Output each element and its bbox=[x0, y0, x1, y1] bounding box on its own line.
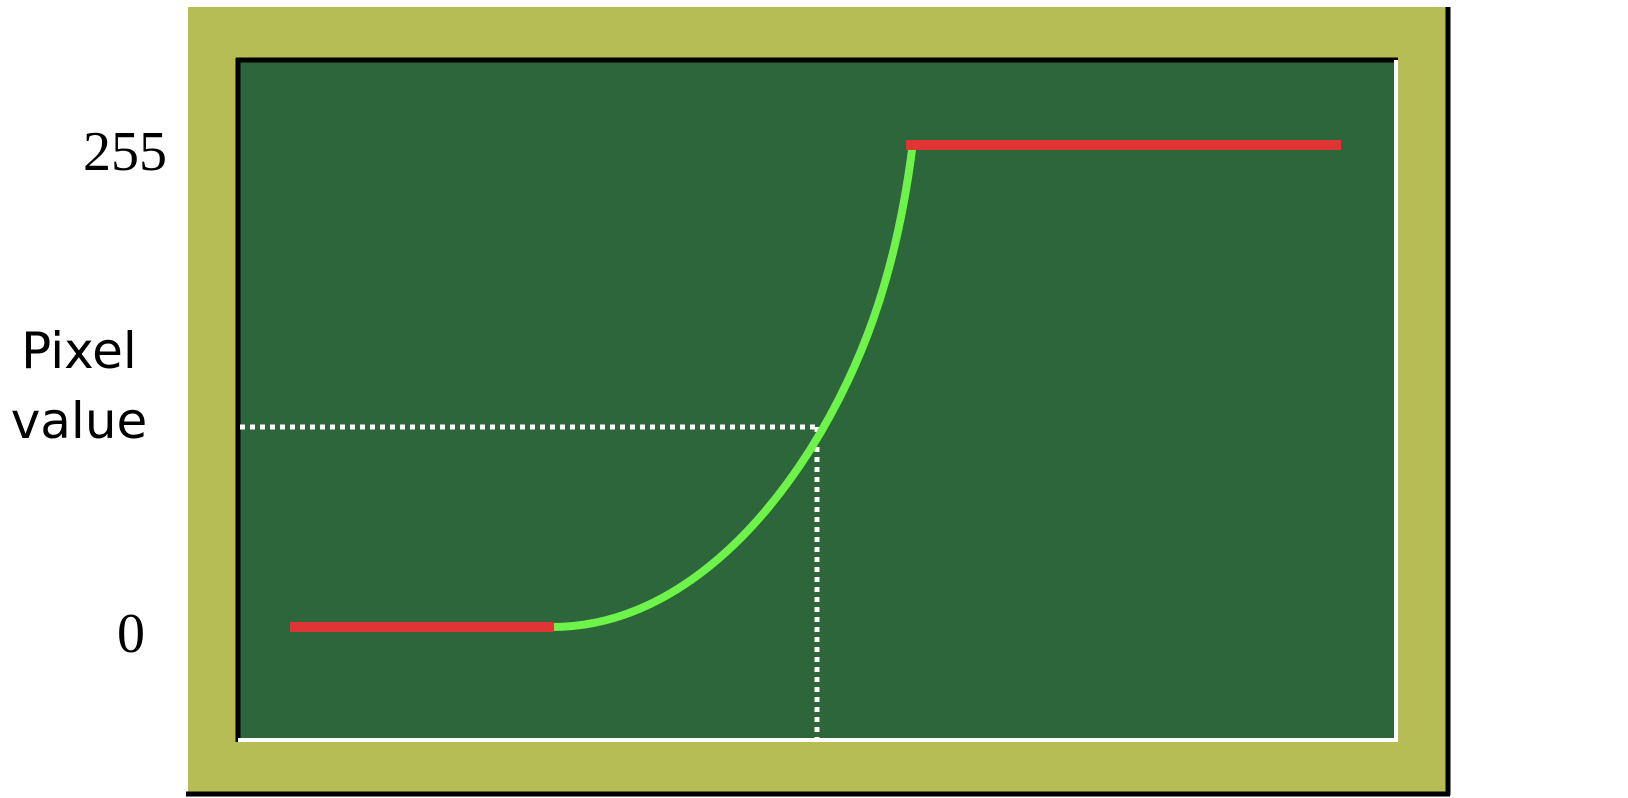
y-tick-0: 0 bbox=[117, 603, 145, 665]
y-axis-label-line2: value bbox=[11, 392, 148, 450]
y-tick-255: 255 bbox=[83, 121, 167, 183]
transfer-curve bbox=[548, 146, 916, 631]
y-axis-label-line1: Pixel bbox=[21, 322, 137, 380]
